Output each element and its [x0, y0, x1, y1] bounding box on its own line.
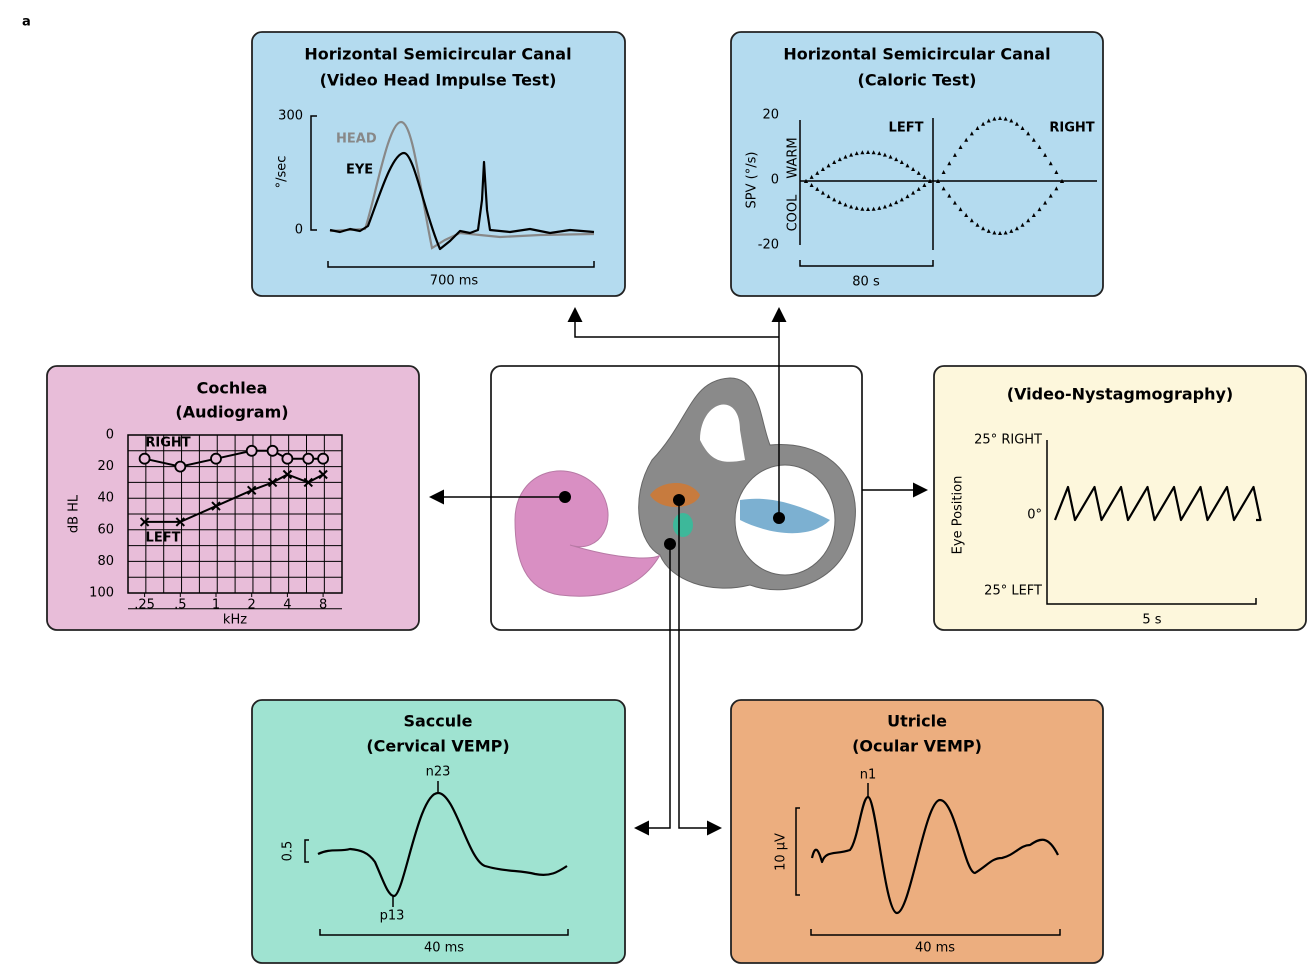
tick-label: .5: [174, 598, 186, 613]
tick-label: 20: [762, 108, 779, 123]
panel-letter: a: [22, 15, 31, 30]
tick-label: 25° RIGHT: [974, 433, 1042, 448]
title: (Cervical VEMP): [366, 737, 509, 756]
title: Saccule: [403, 712, 472, 731]
marker: [247, 446, 257, 456]
figure: a Horizontal Semicircular Canal (Video H…: [0, 0, 1309, 965]
marker: [268, 446, 278, 456]
tick-label: 60: [97, 522, 114, 537]
peak-label: p13: [380, 909, 405, 924]
peak-label: n1: [860, 768, 877, 783]
tick-label: 0: [295, 223, 303, 238]
title: Utricle: [887, 712, 947, 731]
tick-label: 2: [248, 598, 256, 613]
tick-label: 80: [97, 554, 114, 569]
legend: EYE: [346, 163, 373, 178]
axis-label: °/sec: [275, 156, 290, 189]
axis-label: dB HL: [67, 494, 82, 533]
scale-label: 700 ms: [430, 274, 479, 289]
tick-label: 0: [771, 173, 779, 188]
marker: [211, 454, 221, 464]
axis-label: kHz: [223, 613, 247, 628]
marker: [318, 454, 328, 464]
side-label: RIGHT: [1049, 121, 1094, 136]
legend: HEAD: [336, 132, 377, 147]
tick-label: 300: [278, 109, 303, 124]
tick-label: 0: [106, 428, 114, 443]
scale-label: 10 µV: [774, 833, 789, 871]
scale-label: 0.5: [281, 841, 296, 862]
tick-label: 1: [212, 598, 220, 613]
axis-label: Eye Position: [951, 476, 966, 555]
title: Horizontal Semicircular Canal: [304, 45, 571, 64]
title: Horizontal Semicircular Canal: [783, 45, 1050, 64]
title: (Ocular VEMP): [852, 737, 982, 756]
scale-label: 40 ms: [424, 941, 464, 956]
side-label: LEFT: [889, 121, 924, 136]
marker: [282, 454, 292, 464]
title: (Caloric Test): [858, 71, 977, 90]
title: (Video-Nystagmography): [1007, 385, 1233, 404]
scale-label: 80 s: [852, 275, 880, 290]
cool-label: COOL: [786, 194, 801, 232]
tick-label: 0°: [1027, 508, 1042, 523]
tick-label: 8: [319, 598, 327, 613]
tick-label: 4: [283, 598, 291, 613]
tick-label: 20: [97, 459, 114, 474]
axis-label: SPV (°/s): [745, 152, 760, 209]
marker: [303, 454, 313, 464]
tick-label: 100: [89, 586, 114, 601]
tick-label: .25: [134, 598, 155, 613]
tick-label: 25° LEFT: [984, 584, 1042, 599]
scale-label: 5 s: [1142, 613, 1161, 628]
warm-label: WARM: [786, 137, 801, 178]
scale-label: 40 ms: [915, 941, 955, 956]
title: (Video Head Impulse Test): [320, 71, 557, 90]
title: Cochlea: [197, 379, 268, 398]
title: (Audiogram): [175, 403, 288, 422]
tick-label: -20: [758, 238, 779, 253]
tick-label: 40: [97, 491, 114, 506]
peak-label: n23: [426, 765, 451, 780]
legend: RIGHT: [145, 436, 190, 451]
marker: [175, 462, 185, 472]
legend: LEFT: [146, 531, 181, 546]
marker: [140, 454, 150, 464]
